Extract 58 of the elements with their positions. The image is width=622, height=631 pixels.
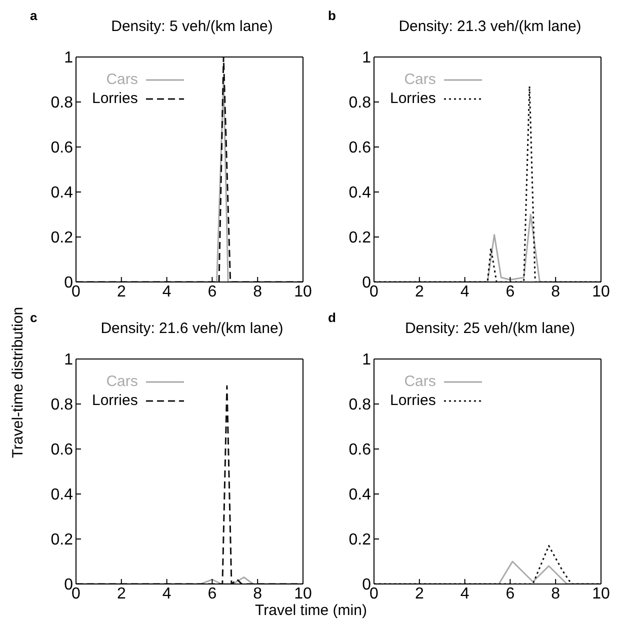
y-tick-label: 0.4	[50, 184, 74, 202]
legend-label: Cars	[404, 71, 436, 88]
chart-title: Density: 25 veh/(km lane)	[404, 320, 576, 337]
x-tick-label: 2	[414, 585, 424, 602]
x-tick-label: 4	[460, 585, 470, 602]
x-tick-label: 4	[162, 283, 172, 300]
x-tick-label: 6	[208, 585, 217, 602]
x-tick-label: 4	[162, 585, 172, 602]
x-tick-label: 2	[116, 585, 126, 602]
y-tick-label: 0.8	[348, 94, 372, 112]
x-axis-title: Travel time (min)	[254, 602, 368, 619]
y-tick-label: 0.2	[50, 230, 74, 247]
legend-label: Cars	[106, 71, 138, 88]
y-axis-title: Travel-time distribution	[10, 306, 26, 460]
x-tick-label: 6	[208, 283, 217, 300]
text: b	[328, 8, 336, 23]
legend-label: Lorries	[390, 90, 436, 107]
y-tick-label: 0.2	[348, 230, 372, 247]
x-tick-label: 8	[253, 283, 262, 300]
x-tick-label: 6	[506, 585, 515, 602]
y-tick-label: 0.8	[348, 396, 372, 414]
y-tick-label: 1	[64, 50, 74, 67]
text: d	[328, 310, 336, 325]
y-tick-label: 0.2	[348, 532, 372, 549]
legend-label: Cars	[404, 373, 436, 390]
x-tick-label: 10	[294, 283, 312, 300]
x-tick-label: 2	[414, 283, 424, 300]
y-tick-label: 1	[362, 352, 372, 369]
text: a	[30, 8, 38, 23]
legend-label: Cars	[106, 373, 138, 390]
chart-title: Density: 5 veh/(km lane)	[110, 18, 274, 35]
y-tick-label: 0.4	[348, 486, 372, 504]
x-tick-label: 6	[506, 283, 515, 300]
legend-label: Lorries	[92, 90, 138, 107]
x-tick-label: 10	[294, 585, 312, 602]
x-tick-label: 8	[551, 585, 560, 602]
legend-label: Lorries	[390, 392, 436, 409]
x-tick-label: 8	[253, 585, 262, 602]
text: c	[30, 310, 38, 325]
y-tick-label: 0.6	[348, 442, 372, 459]
y-tick-label: 0.4	[348, 184, 372, 202]
x-tick-label: 2	[116, 283, 126, 300]
y-tick-label: 0.6	[50, 442, 74, 459]
y-tick-label: 0.6	[50, 140, 74, 157]
y-tick-label: 1	[362, 50, 372, 67]
chart-title: Density: 21.6 veh/(km lane)	[100, 320, 284, 337]
y-tick-label: 0.4	[50, 486, 74, 504]
x-tick-label: 8	[551, 283, 560, 300]
legend-label: Lorries	[92, 392, 138, 409]
x-tick-label: 4	[460, 283, 470, 300]
y-tick-label: 0.8	[50, 94, 74, 112]
chart-title: Density: 21.3 veh/(km lane)	[398, 18, 582, 35]
y-tick-label: 0.8	[50, 396, 74, 414]
y-tick-label: 0.2	[50, 532, 74, 549]
x-tick-label: 10	[592, 283, 610, 300]
y-tick-label: 1	[64, 352, 74, 369]
x-tick-label: 10	[592, 585, 610, 602]
y-tick-label: 0.6	[348, 140, 372, 157]
